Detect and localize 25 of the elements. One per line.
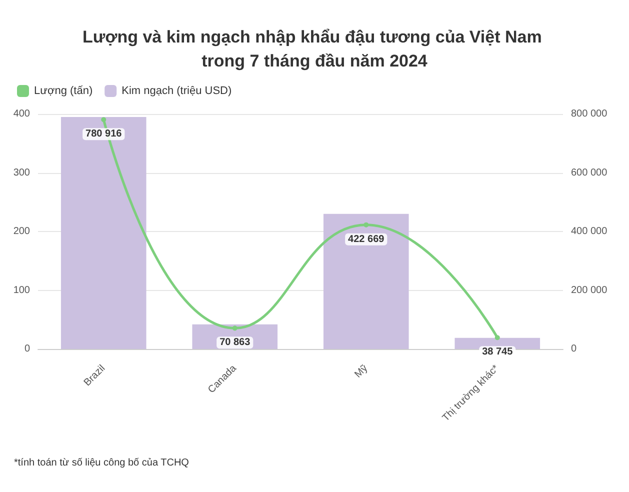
y-tick-label: 200 bbox=[13, 226, 30, 237]
chart-title: Lượng và kim ngạch nhập khẩu đậu tương của Việt Nam trong 7 tháng đầu năm 2024 bbox=[82, 28, 547, 70]
bar bbox=[60, 116, 146, 349]
y-tick-label: 0 bbox=[24, 344, 30, 354]
data-label: 422 669 bbox=[348, 234, 385, 245]
point bbox=[101, 117, 106, 122]
data-label: 38 745 bbox=[482, 346, 514, 358]
point bbox=[494, 335, 500, 340]
text: *tính toán từ số liệu công bố của TCHQ bbox=[14, 458, 190, 468]
y2-tick-label: 600 000 bbox=[571, 167, 608, 178]
x-tick-label: Mỹ bbox=[352, 363, 370, 380]
y2-tick-label: 400 000 bbox=[571, 226, 608, 237]
bar bbox=[323, 214, 409, 349]
data-label: 780 916 bbox=[86, 128, 122, 140]
y2-tick-label: 800 000 bbox=[571, 108, 608, 120]
legend-label: Kim ngạch (triệu USD) bbox=[122, 85, 232, 97]
y2-tick-label: 200 000 bbox=[571, 284, 608, 296]
data-label: 70 863 bbox=[220, 337, 251, 348]
legend-label: Lượng (tấn) bbox=[34, 85, 93, 97]
y-tick-label: 100 bbox=[13, 284, 30, 296]
y-tick-label: 300 bbox=[13, 167, 30, 178]
y-tick-label: 400 bbox=[13, 108, 30, 120]
y2-tick-label: 0 bbox=[571, 344, 577, 354]
point bbox=[364, 222, 369, 228]
point bbox=[232, 326, 238, 331]
